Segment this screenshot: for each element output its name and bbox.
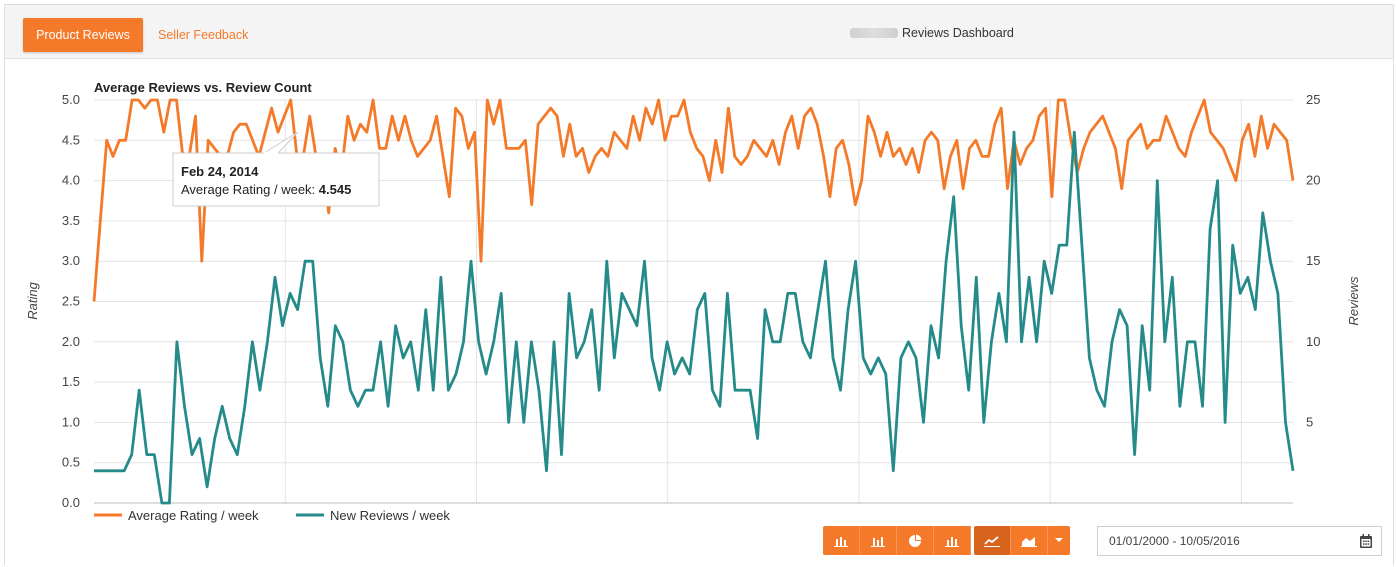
tooltip-value-line: Average Rating / week: 4.545 <box>181 182 351 197</box>
stacked-bar-icon <box>871 536 885 547</box>
y-tick-label-right: 10 <box>1306 334 1320 349</box>
tooltip-date: Feb 24, 2014 <box>181 164 259 179</box>
area-chart-button[interactable] <box>1011 526 1048 555</box>
y-tick-label-left: 5.0 <box>62 92 80 107</box>
chart-type-dropdown-button[interactable] <box>1048 526 1070 555</box>
page-title-text: Reviews Dashboard <box>902 26 1014 40</box>
y-tick-label-left: 1.0 <box>62 414 80 429</box>
y-tick-label-left: 3.5 <box>62 213 80 228</box>
y-axis-label-right: Reviews <box>1346 276 1361 326</box>
bar-chart-icon <box>834 536 848 547</box>
date-range-input[interactable] <box>1098 533 1351 549</box>
tab-product-reviews[interactable]: Product Reviews <box>23 18 143 52</box>
y-tick-label-right: 25 <box>1306 92 1320 107</box>
column-chart-button[interactable] <box>934 526 971 555</box>
caret-down-icon <box>1055 538 1063 542</box>
y-tick-label-left: 4.5 <box>62 132 80 147</box>
tab-seller-feedback[interactable]: Seller Feedback <box>158 28 249 42</box>
y-tick-label-left: 0.0 <box>62 495 80 510</box>
date-range-picker[interactable] <box>1097 526 1382 556</box>
y-tick-label-left: 2.5 <box>62 294 80 309</box>
stacked-bar-button[interactable] <box>860 526 897 555</box>
legend-label: New Reviews / week <box>330 508 450 523</box>
y-tick-label-left: 1.5 <box>62 374 80 389</box>
tooltip-value: 4.545 <box>319 182 352 197</box>
y-tick-label-right: 15 <box>1306 253 1320 268</box>
chart-title: Average Reviews vs. Review Count <box>94 80 312 95</box>
legend-label: Average Rating / week <box>128 508 259 523</box>
bar-chart-button[interactable] <box>823 526 860 555</box>
y-tick-label-right: 5 <box>1306 414 1313 429</box>
redacted-brand-name <box>850 28 898 38</box>
y-tick-label-left: 0.5 <box>62 455 80 470</box>
y-tick-label-left: 3.0 <box>62 253 80 268</box>
area-chart-icon <box>1021 536 1037 547</box>
page-title: Reviews Dashboard <box>850 26 1014 40</box>
dashboard-panel <box>4 4 1394 565</box>
pie-chart-button[interactable] <box>897 526 934 555</box>
tooltip-label: Average Rating / week: <box>181 182 319 197</box>
column-chart-icon <box>945 536 959 547</box>
y-tick-label-left: 2.0 <box>62 334 80 349</box>
y-tick-label-right: 20 <box>1306 173 1320 188</box>
tooltip-joint <box>264 152 278 155</box>
line-chart-icon <box>984 535 1000 547</box>
y-axis-label-left: Rating <box>25 281 40 319</box>
tooltip-box <box>172 152 380 207</box>
series-line-average-rating <box>92 98 1295 302</box>
y-tick-label-left: 4.0 <box>62 173 80 188</box>
line-chart-button[interactable] <box>974 526 1011 555</box>
series-line-new-reviews <box>94 130 1295 505</box>
dashboard-header: Product Reviews Seller Feedback Reviews … <box>5 5 1393 59</box>
calendar-icon[interactable] <box>1360 534 1372 548</box>
tooltip-pointer <box>262 131 299 154</box>
chart-type-toolbar <box>823 526 1070 555</box>
pie-chart-icon <box>909 534 922 547</box>
